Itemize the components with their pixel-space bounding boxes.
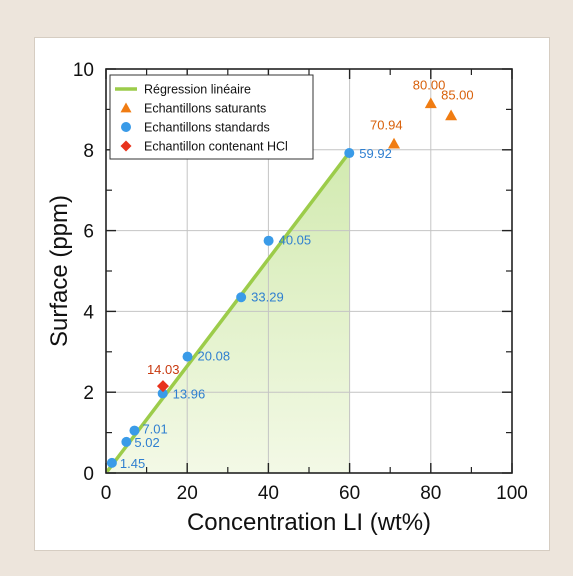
data-point-triangle xyxy=(424,97,437,109)
legend-label: Echantillons saturants xyxy=(144,102,266,116)
data-label: 14.03 xyxy=(147,362,180,377)
legend-label: Régression linéaire xyxy=(144,83,251,97)
data-label: 59.92 xyxy=(359,146,392,161)
y-tick-label: 2 xyxy=(83,383,94,404)
y-axis-title: Surface (ppm) xyxy=(46,195,73,347)
legend-marker-circle xyxy=(121,122,131,132)
data-point-circle xyxy=(182,351,193,362)
data-point-triangle xyxy=(445,109,458,121)
plot-border xyxy=(105,68,513,474)
y-tick-label: 10 xyxy=(73,60,94,81)
data-point-triangle xyxy=(388,137,401,149)
data-label: 40.05 xyxy=(279,233,312,248)
y-tick-label: 0 xyxy=(83,464,94,485)
legend-marker-diamond xyxy=(120,140,132,152)
data-point-diamond xyxy=(156,380,169,393)
data-label: 70.94 xyxy=(370,118,403,133)
data-point-circle xyxy=(129,425,140,436)
data-point-circle xyxy=(157,388,168,399)
legend-box xyxy=(109,74,314,160)
x-tick-label: 80 xyxy=(420,483,441,504)
x-tick-label: 40 xyxy=(258,483,279,504)
data-label: 13.96 xyxy=(173,386,206,401)
legend-label: Echantillon contenant HCl xyxy=(144,140,288,154)
data-label: 5.02 xyxy=(134,435,159,450)
data-label: 20.08 xyxy=(198,349,231,364)
y-tick-label: 4 xyxy=(83,302,94,323)
y-tick-label: 8 xyxy=(83,141,94,162)
regression-line xyxy=(106,150,352,473)
data-label: 7.01 xyxy=(142,422,167,437)
data-point-circle xyxy=(344,148,355,159)
x-tick-label: 100 xyxy=(496,483,528,504)
data-label: 80.00 xyxy=(413,77,446,92)
data-point-circle xyxy=(106,457,117,468)
x-axis-title: Concentration LI (wt%) xyxy=(187,509,431,536)
data-point-circle xyxy=(236,292,247,303)
data-label: 85.00 xyxy=(441,87,474,102)
y-tick-label: 6 xyxy=(83,222,94,243)
x-tick-label: 60 xyxy=(339,483,360,504)
x-tick-label: 20 xyxy=(177,483,198,504)
data-point-circle xyxy=(121,436,132,447)
data-label: 33.29 xyxy=(251,289,284,304)
data-point-circle xyxy=(263,235,274,246)
data-label: 1.45 xyxy=(120,456,145,471)
x-tick-label: 0 xyxy=(101,483,112,504)
legend-marker-triangle xyxy=(120,102,132,113)
legend-label: Echantillons standards xyxy=(144,121,270,135)
